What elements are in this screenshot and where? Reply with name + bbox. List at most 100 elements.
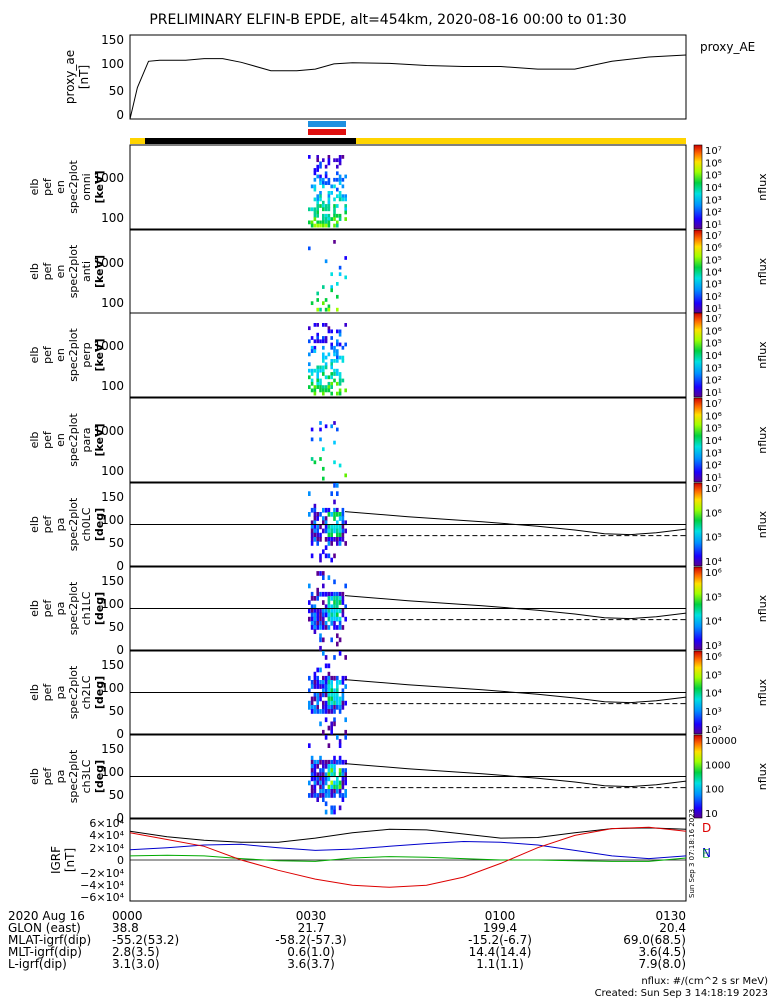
spectrogram-pixel — [308, 616, 311, 622]
spectrogram-pixel — [313, 223, 317, 228]
spectrogram-pixel — [324, 204, 328, 208]
energy-panel-ylabel: elb — [28, 347, 41, 364]
spectrogram-pixel — [327, 776, 331, 782]
spectrogram-pixel — [338, 332, 342, 337]
spectrogram-pixel — [333, 483, 336, 488]
spectrogram-pixel — [338, 596, 342, 601]
spectrogram-pixel — [344, 655, 347, 660]
spectrogram-pixel — [336, 164, 339, 169]
spectrogram-pixel — [338, 391, 342, 396]
spectrogram-pixel — [327, 512, 331, 517]
spectrogram-pixel — [316, 696, 319, 702]
spectrogram-pixel — [322, 213, 325, 218]
spectrogram-pixel — [324, 298, 328, 302]
spectrogram-pixel — [336, 735, 339, 740]
spectrogram-pixel — [336, 616, 339, 622]
pa-solid-line — [344, 595, 687, 620]
spectrogram-pixel — [316, 155, 319, 159]
spectrogram-pixel — [330, 557, 333, 563]
spectrogram-pixel — [316, 705, 319, 710]
colorbar-tick: 10⁴ — [705, 689, 722, 700]
spectrogram-pixel — [341, 345, 345, 350]
spectrogram-pixel — [327, 784, 331, 790]
spectrogram-pixel — [313, 608, 317, 614]
spectrogram-pixel — [322, 772, 325, 778]
spectrogram-pixel — [330, 684, 333, 689]
pa-ytick-100: 100 — [101, 765, 124, 779]
spectrogram-pixel — [341, 776, 345, 782]
spectrogram-pixel — [310, 684, 314, 689]
pa-panel-ylabel: pa — [54, 770, 67, 784]
spectrogram-pixel — [322, 764, 325, 769]
spectrogram-pixel — [333, 524, 336, 530]
spectrogram-pixel — [313, 596, 317, 601]
spectrogram-pixel — [313, 616, 317, 622]
spectrogram-pixel — [333, 372, 336, 376]
spectrogram-pixel — [313, 621, 317, 626]
spectrogram-pixel — [338, 181, 342, 185]
pa-ytick-0: 0 — [116, 811, 124, 825]
spectrogram-pixel — [308, 608, 311, 614]
spectrogram-pixel — [333, 368, 336, 373]
spectrogram-pixel — [319, 553, 322, 559]
spectrogram-pixel — [316, 339, 319, 344]
spectrogram-pixel — [344, 217, 347, 221]
spectrogram-pixel — [316, 512, 319, 517]
spectrogram-pixel — [322, 365, 325, 370]
spectrogram-pixel — [336, 391, 339, 396]
spectrogram-pixel — [327, 596, 331, 601]
spectrogram-pixel — [336, 633, 339, 639]
spectrogram-pixel — [327, 381, 331, 386]
energy-panel-frame — [129, 312, 687, 398]
pa-ytick-50: 50 — [109, 788, 124, 802]
pa-panel-ylabel: ch0LC — [80, 507, 93, 541]
spectrogram-pixel — [310, 776, 314, 782]
spectrogram-pixel — [330, 512, 333, 517]
energy-panel-ylabel: [keV] — [93, 423, 106, 456]
spectrogram-pixel — [313, 460, 317, 465]
spectrogram-pixel — [324, 223, 328, 228]
colorbar-tick: 10⁴ — [705, 617, 722, 628]
spectrogram-pixel — [330, 272, 333, 277]
spectrogram-pixel — [319, 557, 322, 563]
colorbar-tick: 10⁵ — [705, 424, 722, 435]
spectrogram-pixel — [319, 692, 322, 698]
spectrogram-pixel — [308, 705, 311, 710]
spectrogram-pixel — [319, 223, 322, 228]
pa-ytick-100: 100 — [101, 681, 124, 695]
colorbar-label: nflux — [756, 426, 769, 454]
spectrogram-pixel — [333, 780, 336, 786]
spectrogram-pixel — [316, 375, 319, 380]
spectrogram-pixel — [310, 612, 314, 618]
spectrogram-pixel — [341, 784, 345, 790]
spectrogram-pixel — [336, 700, 339, 706]
energy-panel-ylabel: en — [54, 348, 67, 362]
colorbar-tick: 10⁶ — [705, 326, 722, 337]
spectrogram-pixel — [322, 285, 325, 289]
spectrogram-pixel — [313, 604, 317, 610]
spectrogram-pixel — [322, 600, 325, 605]
spectrogram-pixel — [319, 759, 322, 765]
spectrogram-pixel — [319, 537, 322, 542]
spectrogram-pixel — [319, 616, 322, 622]
spectrogram-pixel — [313, 210, 317, 215]
spectrogram-pixel — [316, 207, 319, 212]
spectrogram-pixel — [338, 739, 342, 744]
spectrogram-pixel — [336, 355, 339, 360]
spectrogram-pixel — [324, 336, 328, 340]
spectrogram-pixel — [322, 220, 325, 225]
spectrogram-pixel — [341, 177, 345, 182]
pa-panel-ylabel: elb — [28, 516, 41, 533]
pa-panel-ylabel: spec2plot — [67, 581, 80, 635]
spectrogram-pixel — [316, 524, 319, 530]
spectrogram-pixel — [308, 688, 311, 694]
spectrogram-pixel — [330, 608, 333, 614]
igrf-ytick-m2e4: −2×10⁴ — [80, 867, 124, 880]
spectrogram-pixel — [338, 265, 342, 270]
pa-ytick-150: 150 — [101, 574, 124, 588]
spectrogram-pixel — [336, 372, 339, 376]
spectrogram-pixel — [316, 797, 319, 802]
spectrogram-pixel — [313, 793, 317, 798]
spectrogram-pixel — [310, 378, 314, 383]
